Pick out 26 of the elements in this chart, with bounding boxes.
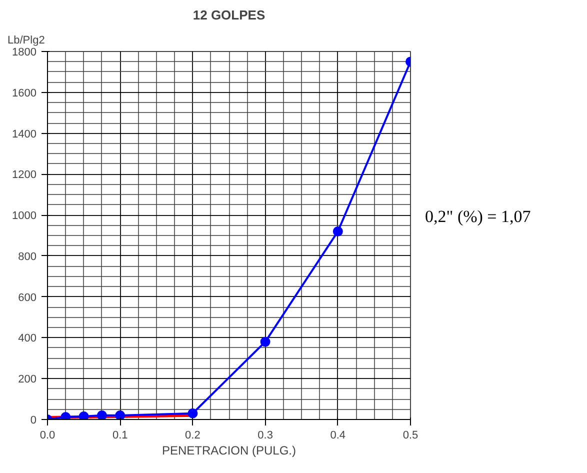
y-tick-label: 1400 bbox=[12, 128, 37, 140]
chart-title: 12 GOLPES bbox=[192, 8, 266, 22]
x-tick-label: 0.2 bbox=[185, 430, 200, 442]
text: 0,2" (%) = 1,07 bbox=[425, 206, 531, 228]
point bbox=[78, 411, 89, 420]
y-tick-label: 200 bbox=[18, 374, 37, 386]
y-tick-label: 0 bbox=[30, 414, 37, 426]
y-tick-label: 1200 bbox=[12, 169, 37, 182]
x-tick-label: 0.5 bbox=[402, 430, 418, 442]
x-tick-label: 0.4 bbox=[330, 430, 346, 442]
point bbox=[188, 408, 198, 418]
y-tick-label: 800 bbox=[18, 250, 37, 263]
y-axis-title: Lb/Plg2 bbox=[8, 34, 45, 46]
point bbox=[96, 410, 107, 420]
point bbox=[260, 336, 270, 347]
x-axis-title: PENETRACION (PULG.) bbox=[162, 444, 296, 458]
x-tick-label: 0.3 bbox=[258, 430, 273, 442]
y-tick-label: 1600 bbox=[12, 87, 37, 100]
y-tick-label: 400 bbox=[18, 332, 37, 345]
y-tick-label: 1000 bbox=[12, 210, 37, 222]
y-tick-label: 1800 bbox=[12, 46, 37, 58]
point bbox=[332, 226, 343, 236]
y-tick-label: 600 bbox=[18, 292, 37, 304]
point bbox=[115, 410, 126, 420]
x-tick-label: 0.0 bbox=[40, 430, 56, 442]
x-tick-label: 0.1 bbox=[112, 430, 128, 442]
